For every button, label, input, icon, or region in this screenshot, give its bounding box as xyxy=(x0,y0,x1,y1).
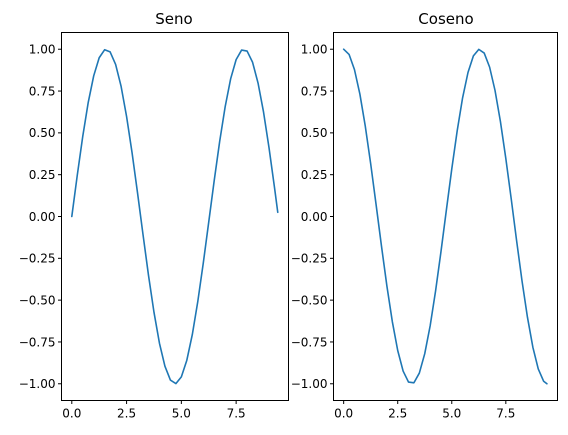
x-tick-label: 2.5 xyxy=(388,407,407,421)
chart-panel-coseno: Coseno 0.0 2.5 5.0 7.5 1.00 0.75 0.50 0.25 0.00 −… xyxy=(291,10,558,421)
tick-group: 0.0 2.5 5.0 7.5 1.00 0.75 0.50 0.25 0.00 −0.25 −0.… xyxy=(291,43,516,421)
y-tick-label: −0.50 xyxy=(19,293,56,307)
y-tick-label: 0.00 xyxy=(29,210,56,224)
y-tick-label: −0.25 xyxy=(19,252,56,266)
y-tick-label: 0.25 xyxy=(29,168,56,182)
y-tick-label: 0.50 xyxy=(301,126,328,140)
y-tick-label: 0.50 xyxy=(29,126,56,140)
chart-title: Seno xyxy=(155,10,192,28)
y-tick-label: −0.75 xyxy=(19,335,56,349)
axes-frame xyxy=(61,32,289,401)
y-tick-label: 1.00 xyxy=(301,43,328,57)
series-group xyxy=(71,48,279,385)
x-tick-label: 0.0 xyxy=(62,407,81,421)
y-tick-label: −0.50 xyxy=(291,293,328,307)
x-tick-label: 0.0 xyxy=(334,407,353,421)
y-tick-label: −1.00 xyxy=(19,377,56,391)
x-tick-label: 7.5 xyxy=(496,407,515,421)
y-tick-label: −1.00 xyxy=(291,377,328,391)
y-tick-label: 1.00 xyxy=(29,43,56,57)
y-tick-label: 0.75 xyxy=(301,84,328,98)
y-tick-label: 0.25 xyxy=(301,168,328,182)
y-tick-label: 0.75 xyxy=(29,84,56,98)
x-tick-label: 5.0 xyxy=(172,407,191,421)
x-tick-label: 2.5 xyxy=(117,407,136,421)
y-tick-label: 0.00 xyxy=(301,210,328,224)
y-tick-label: −0.25 xyxy=(291,252,328,266)
series-line xyxy=(71,48,279,385)
axes-frame xyxy=(333,32,558,401)
chart-panel-seno: Seno 0.0 2.5 5.0 7.5 1.00 0.75 0.50 0.25 0.00 −0.… xyxy=(19,10,289,421)
x-tick-label: 7.5 xyxy=(227,407,246,421)
y-tick-label: −0.75 xyxy=(291,335,328,349)
chart-title: Coseno xyxy=(418,10,473,28)
series-group xyxy=(342,48,548,385)
series-line xyxy=(342,48,548,385)
tick-group: 0.0 2.5 5.0 7.5 1.00 0.75 0.50 0.25 0.00 −0.25 −0.… xyxy=(19,43,246,421)
x-tick-label: 5.0 xyxy=(442,407,461,421)
